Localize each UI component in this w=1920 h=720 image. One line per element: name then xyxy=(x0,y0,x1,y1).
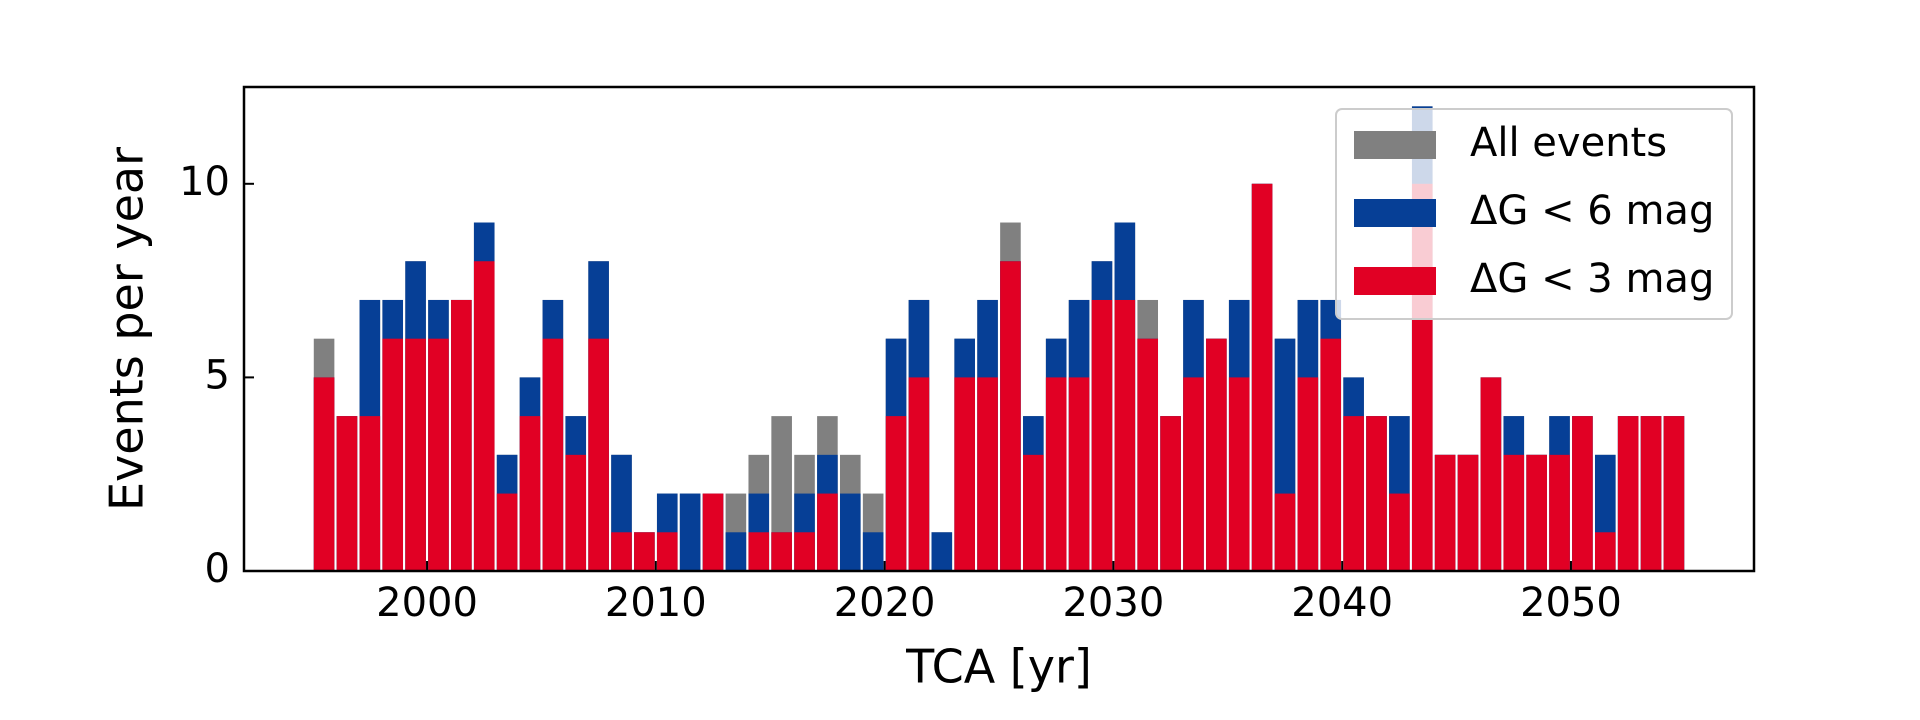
legend-label: ΔG < 6 mag xyxy=(1470,188,1714,234)
bar xyxy=(634,532,655,571)
bar xyxy=(839,493,861,571)
bar xyxy=(1389,493,1410,571)
bar xyxy=(542,338,564,571)
bar xyxy=(1251,183,1273,572)
bar xyxy=(611,532,632,571)
bar xyxy=(519,416,541,571)
legend-swatch xyxy=(1354,199,1436,227)
bar xyxy=(405,338,426,571)
bar xyxy=(1023,454,1044,571)
bar xyxy=(1137,338,1159,571)
bar xyxy=(1572,416,1593,571)
legend-swatch xyxy=(1354,131,1436,159)
bar xyxy=(679,493,701,571)
bar xyxy=(1297,377,1319,571)
x-tick-label: 2050 xyxy=(1520,580,1622,626)
y-tick-label: 0 xyxy=(205,546,230,592)
bar xyxy=(382,338,404,571)
bar xyxy=(1183,377,1204,571)
bar xyxy=(1045,377,1067,571)
bar xyxy=(1594,532,1616,571)
bar xyxy=(1617,416,1639,571)
y-tick-label: 5 xyxy=(205,352,230,398)
bar xyxy=(771,532,792,571)
bar xyxy=(313,377,335,571)
bar xyxy=(1114,299,1136,571)
bar xyxy=(1434,454,1456,571)
x-tick-label: 2020 xyxy=(834,580,936,626)
x-tick-label: 2010 xyxy=(605,580,707,626)
bar xyxy=(336,416,358,571)
bar xyxy=(1457,454,1479,571)
bar xyxy=(359,416,381,571)
legend-label: ΔG < 3 mag xyxy=(1470,256,1714,302)
bar xyxy=(1068,377,1090,571)
bar xyxy=(428,338,449,571)
x-tick-label: 2030 xyxy=(1062,580,1164,626)
bar xyxy=(1091,299,1113,571)
bar xyxy=(1320,338,1342,571)
bar xyxy=(885,416,907,571)
bar xyxy=(817,493,838,571)
bar xyxy=(1503,454,1525,571)
bar xyxy=(1366,416,1387,571)
legend-label: All events xyxy=(1470,120,1667,166)
bar xyxy=(1228,377,1250,571)
bar xyxy=(1640,416,1662,571)
bar xyxy=(496,493,518,571)
x-tick-label: 2040 xyxy=(1291,580,1393,626)
bar xyxy=(908,377,930,571)
bar xyxy=(473,261,495,571)
bar xyxy=(977,377,998,571)
bar xyxy=(748,532,770,571)
x-axis-label: TCA [yr] xyxy=(905,640,1092,694)
bar xyxy=(1343,416,1364,571)
bar xyxy=(1663,416,1685,571)
bar xyxy=(1549,454,1570,571)
bar xyxy=(954,377,975,571)
bar xyxy=(1480,377,1502,571)
plot-frame xyxy=(242,85,1756,573)
y-axis-label: Events per year xyxy=(100,147,154,511)
bar xyxy=(1206,338,1227,571)
bar xyxy=(702,493,724,571)
bar xyxy=(588,338,609,571)
bar xyxy=(725,532,747,571)
bar xyxy=(1000,261,1021,571)
bar xyxy=(931,532,953,571)
bar xyxy=(1160,416,1181,571)
legend-box xyxy=(1335,108,1733,320)
legend-swatch xyxy=(1354,267,1436,295)
bar xyxy=(656,532,678,571)
bar xyxy=(862,532,884,571)
bar xyxy=(565,454,587,571)
bar xyxy=(794,532,815,571)
bar xyxy=(1526,454,1547,571)
bar xyxy=(451,299,472,571)
y-tick-label: 10 xyxy=(179,159,230,205)
bar xyxy=(1274,493,1296,571)
x-tick-label: 2000 xyxy=(376,580,478,626)
